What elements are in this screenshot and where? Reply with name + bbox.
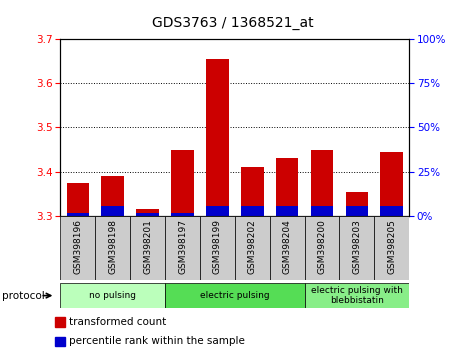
Bar: [55, 318, 65, 327]
Text: GSM398202: GSM398202: [248, 219, 257, 274]
Bar: [165, 283, 305, 308]
Bar: [95, 216, 130, 280]
Bar: [165, 216, 200, 280]
Text: GSM398197: GSM398197: [178, 219, 187, 274]
Bar: [66, 183, 89, 216]
Text: electric pulsing with
blebbistatin: electric pulsing with blebbistatin: [311, 286, 403, 305]
Bar: [339, 216, 374, 280]
Bar: [235, 216, 270, 280]
Bar: [345, 206, 368, 216]
Bar: [311, 206, 333, 216]
Text: GSM398196: GSM398196: [73, 219, 82, 274]
Text: electric pulsing: electric pulsing: [200, 291, 270, 300]
Bar: [206, 206, 229, 216]
Bar: [101, 176, 124, 216]
Text: GSM398200: GSM398200: [318, 219, 326, 274]
Bar: [374, 216, 409, 280]
Bar: [200, 216, 235, 280]
Bar: [55, 337, 65, 346]
Bar: [345, 192, 368, 216]
Text: transformed count: transformed count: [69, 317, 166, 327]
Bar: [241, 206, 264, 216]
Bar: [241, 167, 264, 216]
Text: protocol: protocol: [2, 291, 45, 301]
Bar: [380, 206, 403, 216]
Bar: [305, 283, 409, 308]
Text: percentile rank within the sample: percentile rank within the sample: [69, 336, 245, 346]
Bar: [171, 149, 194, 216]
Bar: [130, 216, 165, 280]
Text: GSM398205: GSM398205: [387, 219, 396, 274]
Bar: [206, 59, 229, 216]
Bar: [60, 283, 165, 308]
Bar: [270, 216, 305, 280]
Text: GSM398204: GSM398204: [283, 219, 292, 274]
Text: GDS3763 / 1368521_at: GDS3763 / 1368521_at: [152, 16, 313, 30]
Bar: [101, 206, 124, 216]
Bar: [66, 213, 89, 216]
Bar: [276, 158, 299, 216]
Bar: [171, 213, 194, 216]
Text: GSM398201: GSM398201: [143, 219, 152, 274]
Bar: [305, 216, 339, 280]
Bar: [60, 216, 95, 280]
Bar: [380, 152, 403, 216]
Bar: [136, 213, 159, 216]
Text: GSM398203: GSM398203: [352, 219, 361, 274]
Bar: [276, 206, 299, 216]
Bar: [136, 209, 159, 216]
Text: GSM398198: GSM398198: [108, 219, 117, 274]
Bar: [311, 149, 333, 216]
Text: GSM398199: GSM398199: [213, 219, 222, 274]
Text: no pulsing: no pulsing: [89, 291, 136, 300]
